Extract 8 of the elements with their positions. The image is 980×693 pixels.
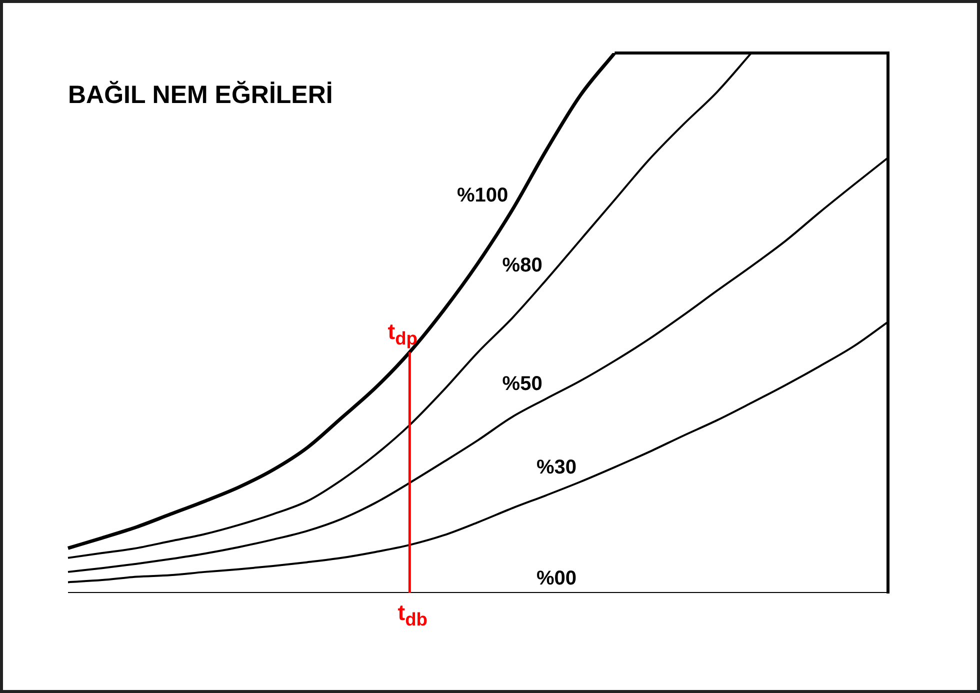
- series-label: %80: [502, 254, 542, 276]
- series-label: %30: [536, 456, 576, 478]
- text: t$_{db}$: [396, 600, 429, 630]
- series-label: %50: [502, 373, 542, 396]
- annotation: t$_{dp}$: [386, 319, 419, 350]
- text: BAĞIL NEM EĞRİLERİ: [68, 81, 333, 110]
- series-label: %100: [457, 184, 508, 207]
- series-label: %00: [536, 568, 576, 590]
